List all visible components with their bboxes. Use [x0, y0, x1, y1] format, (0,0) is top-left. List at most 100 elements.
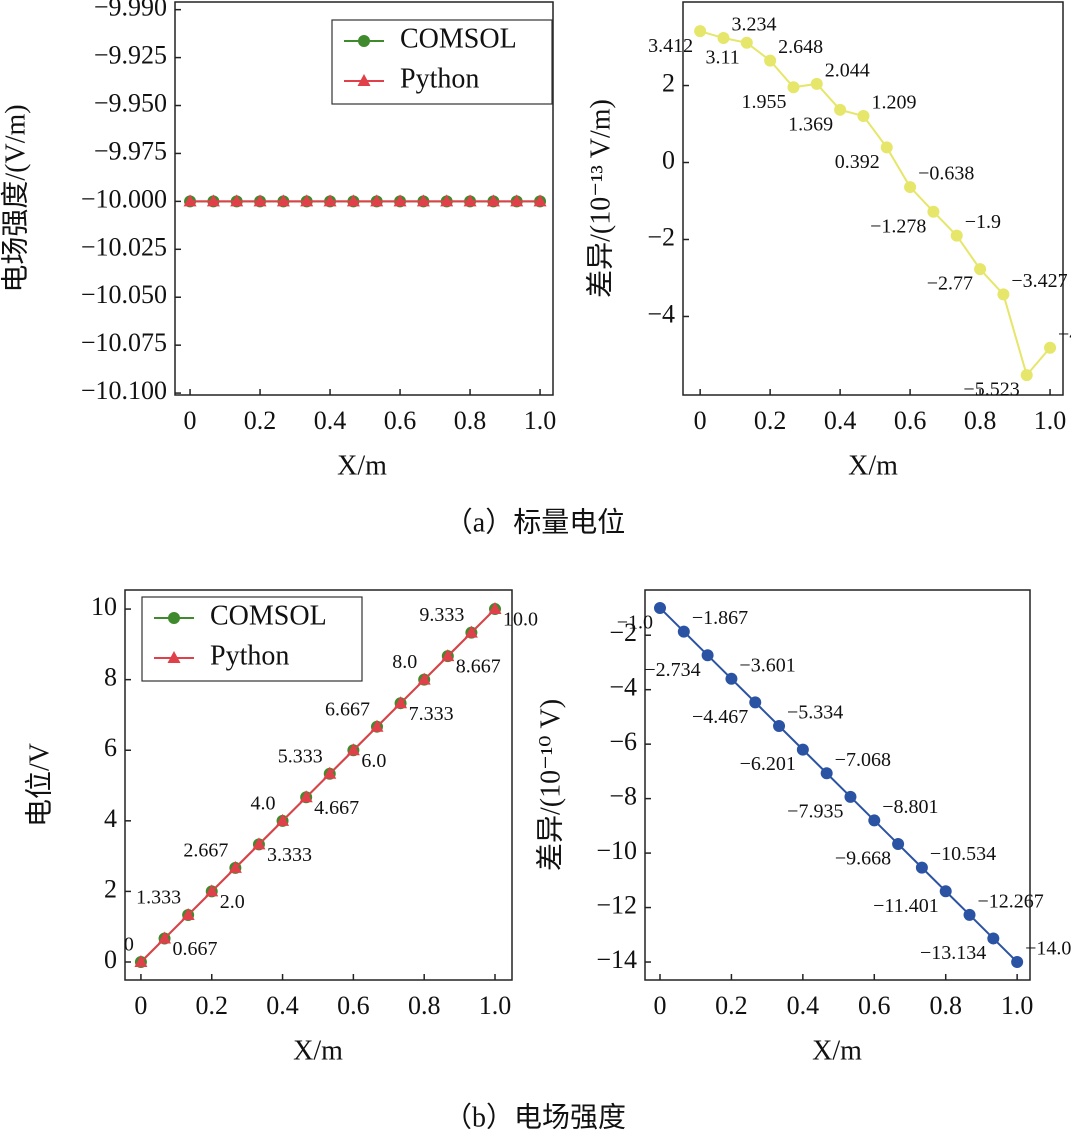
x-tick-label: 1.0	[524, 406, 557, 435]
series-line	[659, 607, 1018, 963]
x-tick-label: 0.8	[408, 991, 441, 1020]
y-axis-label: 差异/(10⁻¹⁰ V)	[534, 699, 566, 871]
data-label: −2.77	[927, 273, 973, 295]
marker	[488, 602, 502, 615]
marker	[939, 885, 952, 898]
legend-marker	[358, 35, 370, 47]
marker	[510, 194, 524, 207]
data-label: −12.267	[978, 890, 1044, 912]
data-label: 7.333	[409, 703, 454, 725]
marker	[1011, 956, 1024, 969]
y-tick-label: 4	[104, 804, 117, 833]
marker	[749, 696, 762, 709]
marker	[997, 288, 1010, 301]
marker	[904, 181, 917, 194]
marker	[857, 109, 870, 122]
legend-label: COMSOL	[210, 600, 327, 631]
legend-marker	[168, 612, 180, 624]
marker	[464, 625, 478, 638]
data-label: 2.667	[183, 839, 228, 861]
data-label: −1.867	[692, 607, 748, 629]
marker	[323, 194, 337, 207]
marker	[880, 141, 893, 154]
marker	[1044, 341, 1057, 354]
y-tick-label: 8	[104, 663, 117, 692]
data-label: −5.334	[787, 702, 843, 724]
y-tick-label: −9.975	[94, 136, 167, 165]
marker	[205, 884, 219, 897]
x-tick-label: 0.8	[964, 406, 997, 435]
marker	[868, 814, 881, 827]
data-label: 8.667	[456, 656, 501, 678]
marker	[773, 720, 786, 733]
marker	[486, 194, 500, 207]
data-label: 3.412	[648, 35, 693, 57]
data-label: −7.935	[787, 800, 843, 822]
marker	[252, 837, 266, 850]
x-tick-label: 0.8	[454, 406, 487, 435]
y-axis-label: 电位/V	[23, 743, 55, 827]
x-tick-label: 0.6	[894, 406, 927, 435]
legend-label: COMSOL	[400, 23, 517, 54]
series-line	[699, 30, 1051, 378]
data-label: −3.601	[739, 654, 795, 676]
data-label: 6.667	[325, 698, 370, 720]
y-tick-label: −6	[609, 727, 637, 756]
marker	[230, 194, 244, 207]
marker	[740, 36, 753, 49]
marker	[416, 194, 430, 207]
marker	[346, 194, 360, 207]
data-label: 2.044	[825, 59, 870, 81]
y-tick-label: 6	[104, 733, 117, 762]
marker	[394, 696, 408, 709]
data-label: −6.201	[740, 753, 796, 775]
marker	[417, 672, 431, 685]
data-label: −1.278	[870, 215, 926, 237]
data-label: −14.0	[1025, 938, 1071, 960]
y-tick-label: −8	[609, 782, 637, 811]
data-label: 2.0	[220, 891, 245, 913]
x-tick-label: 1.0	[1001, 991, 1034, 1020]
x-axis-label: X/m	[293, 1035, 343, 1066]
marker	[844, 790, 857, 803]
marker	[892, 838, 905, 851]
x-tick-label: 1.0	[1034, 406, 1067, 435]
data-label: 10.0	[503, 609, 538, 631]
x-tick-label: 0.2	[754, 406, 787, 435]
legend-box	[331, 19, 553, 105]
y-tick-label: −10.075	[81, 328, 167, 357]
data-label: −11.401	[873, 895, 939, 917]
y-tick-label: 2	[662, 68, 675, 97]
x-tick-label: 0.6	[384, 406, 417, 435]
marker	[533, 194, 547, 207]
y-tick-label: −2	[609, 618, 637, 647]
marker	[300, 194, 314, 207]
plot-frame	[124, 589, 513, 981]
marker	[725, 672, 738, 685]
marker	[181, 907, 195, 920]
marker	[950, 229, 963, 242]
x-tick-label: 0.4	[787, 991, 820, 1020]
marker	[158, 931, 172, 944]
marker	[927, 205, 940, 218]
data-label: 0	[124, 934, 134, 956]
data-label: 4.667	[314, 797, 359, 819]
marker	[717, 32, 730, 45]
marker	[694, 25, 707, 38]
data-label: 0.667	[173, 938, 218, 960]
data-label: −2.734	[644, 659, 700, 681]
marker	[183, 194, 197, 207]
marker	[463, 194, 477, 207]
x-tick-label: 0.4	[824, 406, 857, 435]
marker	[764, 54, 777, 67]
y-tick-label: 0	[662, 145, 675, 174]
x-tick-label: 0.6	[337, 991, 370, 1020]
y-tick-label: −14	[596, 945, 637, 974]
marker	[299, 790, 313, 803]
x-axis-label: X/m	[337, 450, 387, 481]
data-label: 1.369	[788, 113, 833, 135]
marker	[440, 194, 454, 207]
data-label: 3.234	[731, 14, 776, 36]
y-tick-label: 0	[104, 945, 117, 974]
